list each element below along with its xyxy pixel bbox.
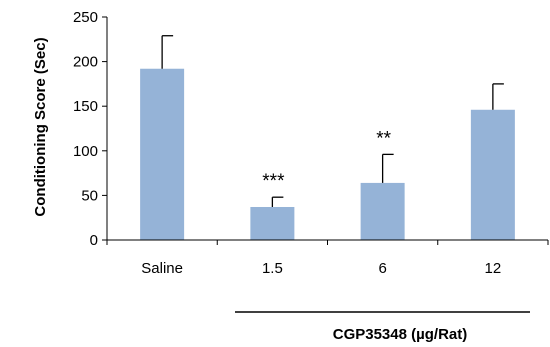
x-tick-label: 1.5 xyxy=(262,260,283,277)
y-axis-title: Conditioning Score (Sec) xyxy=(32,37,49,216)
y-tick-label: 50 xyxy=(81,187,98,204)
bars-group: ***** xyxy=(140,35,515,241)
y-tick-label: 0 xyxy=(90,232,98,249)
y-tick-label: 150 xyxy=(73,98,98,115)
significance-marker: *** xyxy=(262,171,285,192)
x-tick-label: 12 xyxy=(485,260,502,277)
bar-12 xyxy=(470,109,515,240)
y-tick-label: 250 xyxy=(73,9,98,26)
x-tick-label: 6 xyxy=(378,260,386,277)
significance-marker: ** xyxy=(376,128,391,149)
bar-Saline xyxy=(140,68,185,241)
bar-6 xyxy=(360,182,405,240)
group-label: CGP35348 (µg/Rat) xyxy=(333,326,468,343)
y-tick-label: 100 xyxy=(73,143,98,160)
y-tick-label: 200 xyxy=(73,54,98,71)
y-axis: 0 50 100 150 200 250 xyxy=(73,9,108,249)
x-tick-label: Saline xyxy=(141,260,183,277)
x-axis: Saline 1.5 6 12 xyxy=(106,239,549,277)
bar-1.5 xyxy=(250,206,295,240)
